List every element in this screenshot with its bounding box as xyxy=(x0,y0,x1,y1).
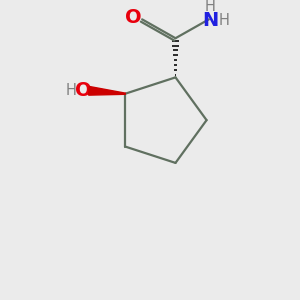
Polygon shape xyxy=(88,86,125,95)
Text: O: O xyxy=(75,81,92,100)
Text: N: N xyxy=(202,11,218,30)
Text: O: O xyxy=(125,8,142,27)
Text: H: H xyxy=(204,0,215,14)
Text: H: H xyxy=(219,13,230,28)
Text: H: H xyxy=(65,83,76,98)
